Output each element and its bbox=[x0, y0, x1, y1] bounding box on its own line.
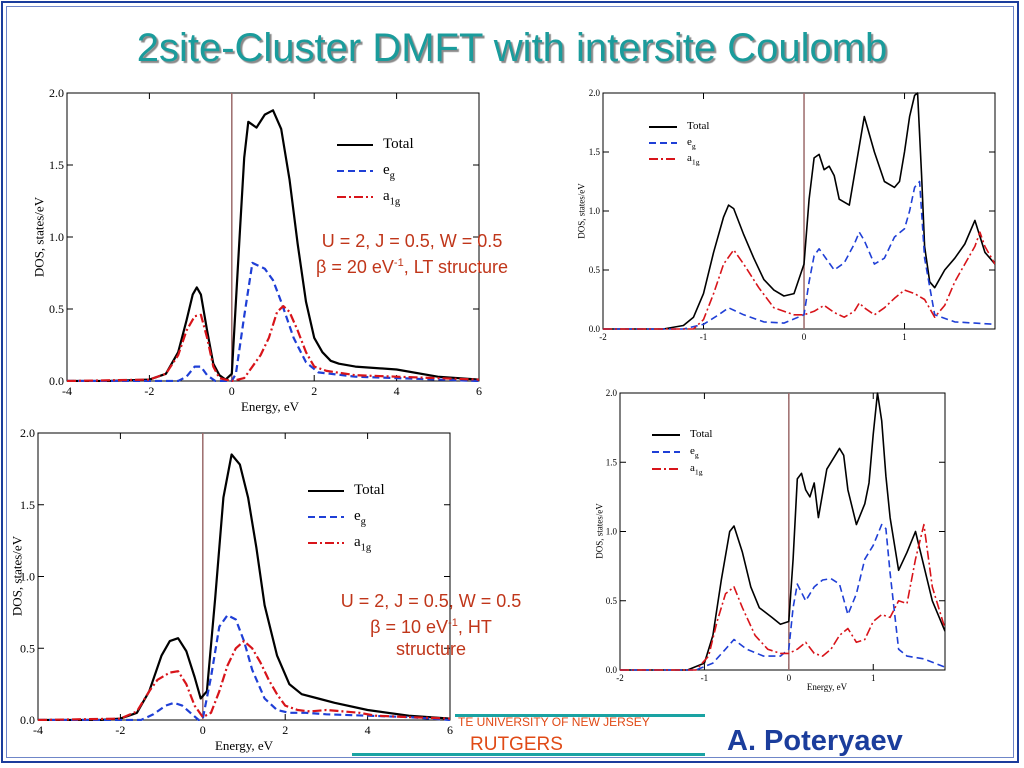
structure-text: , HT bbox=[457, 617, 492, 637]
footer-university: TE UNIVERSITY OF NEW JERSEY bbox=[458, 715, 650, 729]
beta-exponent: -1 bbox=[448, 617, 458, 629]
slide-title: 2site-Cluster DMFT with intersite Coulom… bbox=[136, 26, 888, 70]
params-annotation-ht: U = 2, J = 0.5, W = 0.5 β = 10 eV-1, HT … bbox=[316, 590, 546, 660]
footer-line-bottom bbox=[352, 753, 705, 756]
footer-line-top bbox=[455, 714, 705, 717]
params-line-1: U = 2, J = 0.5, W = 0.5 bbox=[321, 231, 503, 251]
beta-exponent: -1 bbox=[393, 257, 404, 269]
params-annotation-lt: U = 2, J = 0.5, W = 0.5 β = 20 eV-1, LT … bbox=[316, 230, 508, 278]
params-line-2: β = 10 eV-1, HT bbox=[316, 612, 546, 638]
footer-author: A. Poteryaev bbox=[727, 725, 903, 757]
beta-text: β = 10 eV bbox=[370, 617, 449, 637]
params-line-2: β = 20 eV-1, LT structure bbox=[316, 252, 508, 278]
structure-text: , LT structure bbox=[403, 257, 509, 277]
slide-inner-border bbox=[6, 6, 1014, 758]
footer-rutgers: RUTGERS bbox=[470, 734, 563, 755]
params-line-3: structure bbox=[395, 639, 467, 659]
params-line-1: U = 2, J = 0.5, W = 0.5 bbox=[340, 591, 522, 611]
beta-text: β = 20 eV bbox=[316, 257, 394, 277]
